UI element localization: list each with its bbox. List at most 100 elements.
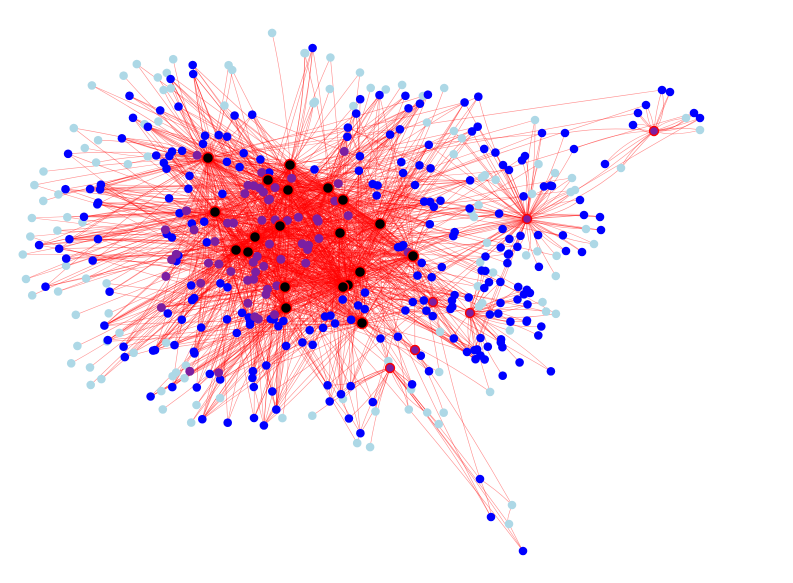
graph-edge xyxy=(185,187,329,212)
graph-edge xyxy=(235,249,287,309)
graph-node-hub xyxy=(355,316,369,330)
graph-node-minor xyxy=(188,60,197,70)
graph-edge xyxy=(226,164,291,424)
graph-node-minor xyxy=(223,418,232,428)
graph-edge xyxy=(214,103,421,213)
graph-node-minor xyxy=(174,102,183,111)
graph-edge xyxy=(247,185,379,253)
graph-node-minor xyxy=(446,304,455,314)
graph-edge xyxy=(256,253,414,258)
graph-edge xyxy=(267,179,470,298)
graph-edge xyxy=(58,247,249,253)
graph-edge xyxy=(175,225,281,255)
graph-edge xyxy=(284,232,341,288)
graph-edge xyxy=(248,179,269,326)
graph-edge xyxy=(247,236,256,318)
graph-node-minor xyxy=(188,69,198,79)
graph-edge xyxy=(327,187,342,395)
graph-node-hub xyxy=(229,243,243,257)
graph-node-minor xyxy=(230,111,239,120)
graph-edge xyxy=(201,223,381,420)
graph-edge xyxy=(171,189,289,388)
graph-edge xyxy=(207,157,422,357)
graph-node-minor xyxy=(410,180,420,190)
graph-node-minor xyxy=(202,238,212,247)
graph-edge xyxy=(342,199,443,268)
graph-node-leaf xyxy=(326,53,335,62)
graph-edge xyxy=(275,187,329,411)
graph-edge xyxy=(402,172,414,257)
graph-edge xyxy=(289,164,366,294)
graph-edge xyxy=(214,200,431,213)
graph-edge xyxy=(171,232,341,388)
graph-node-leaf xyxy=(21,274,31,284)
graph-edge xyxy=(341,199,361,273)
graph-node-minor xyxy=(464,293,474,302)
graph-edge xyxy=(247,232,341,253)
graph-edge xyxy=(188,188,237,251)
graph-node-major xyxy=(312,214,322,224)
graph-edge xyxy=(357,223,381,306)
graph-edge xyxy=(194,249,237,355)
graph-edge xyxy=(152,225,281,352)
graph-node-minor xyxy=(561,246,571,256)
graph-node-minor xyxy=(424,366,434,376)
graph-node-hub xyxy=(373,217,387,231)
graph-edge xyxy=(218,232,341,265)
graph-node-minor xyxy=(192,383,202,392)
graph-edge xyxy=(226,136,329,189)
graph-edge xyxy=(232,222,341,234)
graph-node-leaf xyxy=(26,232,35,241)
graph-edge xyxy=(247,232,341,253)
graph-edge xyxy=(209,179,269,375)
graph-edge xyxy=(103,179,269,326)
graph-edge xyxy=(254,236,361,273)
graph-node-minor xyxy=(641,100,651,110)
graph-edge xyxy=(207,157,329,189)
graph-node-minor xyxy=(476,333,485,343)
graph-edge xyxy=(279,225,471,314)
graph-node-minor xyxy=(96,180,106,189)
graph-edge xyxy=(255,255,414,274)
graph-node-minor xyxy=(232,328,242,338)
graph-node-minor xyxy=(88,256,97,265)
graph-edge xyxy=(235,223,381,251)
graph-node-minor xyxy=(427,272,437,282)
graph-node-minor xyxy=(695,113,705,123)
graph-node-leaf xyxy=(541,307,551,316)
graph-node-minor xyxy=(168,382,177,392)
graph-node-leaf xyxy=(69,123,79,133)
graph-node-major xyxy=(648,125,660,137)
graph-node-leaf xyxy=(485,387,495,397)
graph-edge xyxy=(287,189,361,273)
graph-edge xyxy=(254,47,314,238)
graph-node-minor xyxy=(480,355,490,364)
graph-edge xyxy=(289,164,414,303)
graph-edge xyxy=(177,106,329,189)
graph-node-leaf xyxy=(158,405,168,414)
graph-edge xyxy=(276,187,329,287)
graph-edge xyxy=(214,211,287,309)
graph-edge xyxy=(38,211,216,247)
graph-node-minor xyxy=(498,371,508,381)
graph-edge xyxy=(193,225,281,299)
graph-node-leaf xyxy=(166,84,176,93)
graph-node-leaf xyxy=(530,115,540,125)
graph-node-leaf xyxy=(695,125,705,135)
graph-edge xyxy=(207,157,251,326)
graph-edge xyxy=(287,189,427,312)
graph-node-hub xyxy=(281,183,295,197)
graph-node-minor xyxy=(665,87,675,97)
graph-node-minor xyxy=(186,281,196,290)
graph-node-minor xyxy=(506,317,515,327)
graph-edge xyxy=(323,199,344,318)
graph-node-major xyxy=(333,179,343,189)
graph-edge xyxy=(226,249,237,320)
graph-edge xyxy=(236,255,414,334)
graph-edge xyxy=(154,189,289,351)
graph-node-leaf xyxy=(278,413,287,423)
graph-edge xyxy=(342,199,363,324)
graph-edge xyxy=(226,187,329,224)
graph-node-major xyxy=(196,278,206,288)
graph-edge xyxy=(207,157,286,288)
